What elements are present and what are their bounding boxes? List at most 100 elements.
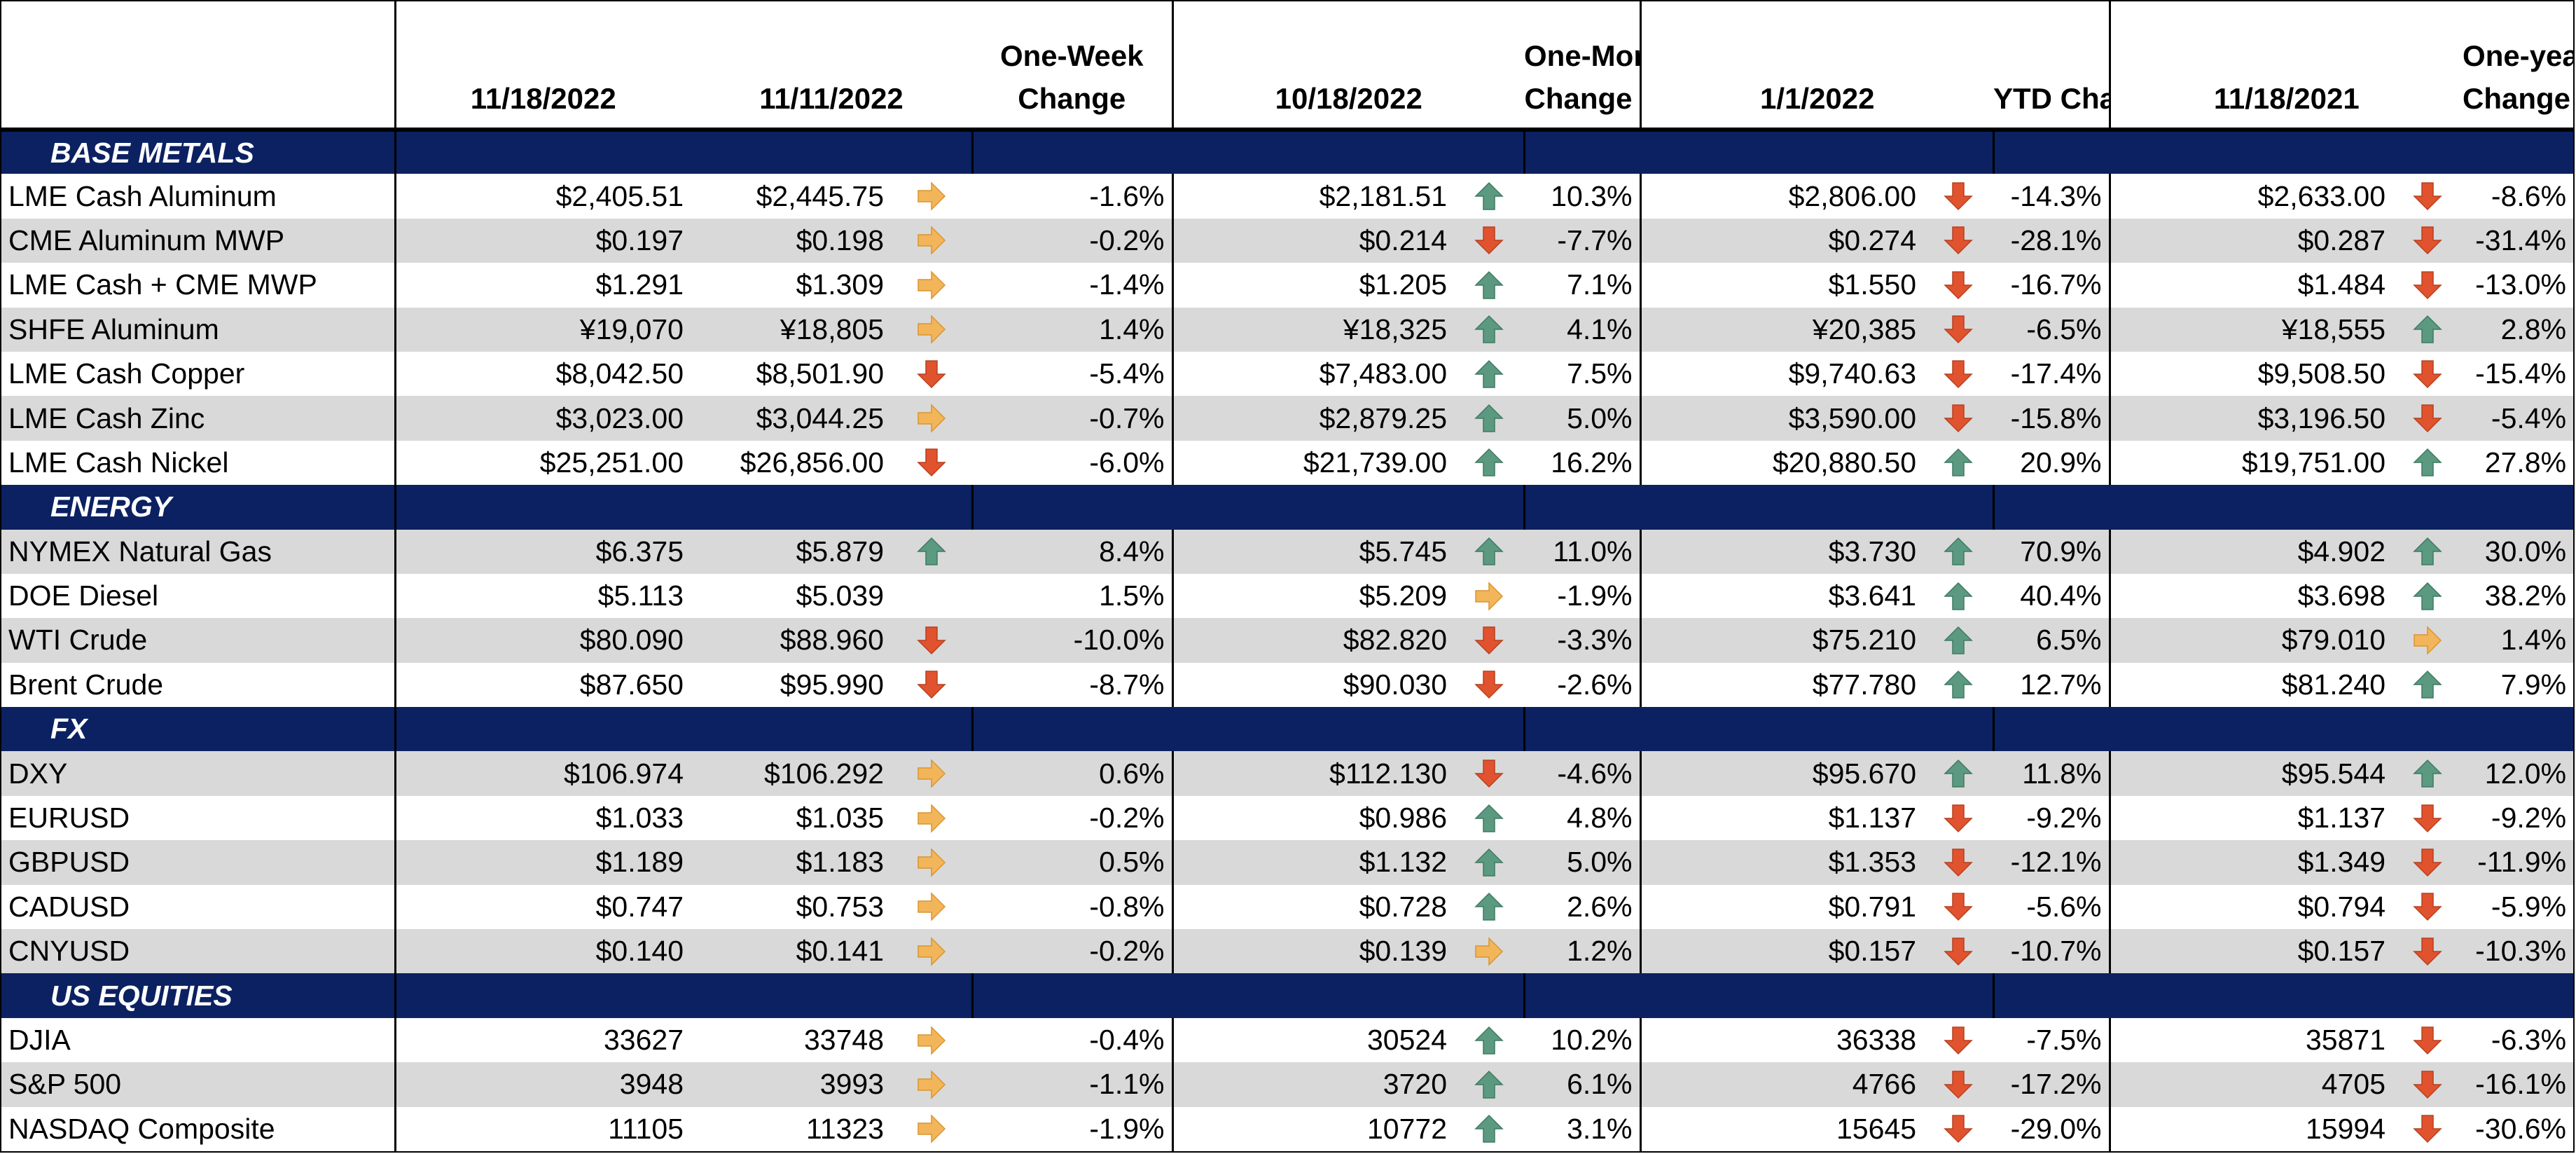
instrument-name: CNYUSD xyxy=(8,935,130,968)
instrument-name: DJIA xyxy=(8,1024,71,1056)
week-change-value: -0.2% xyxy=(1089,935,1165,968)
year-prev-value: $2,633.00 xyxy=(2108,174,2393,219)
current-value: 33627 xyxy=(394,1017,691,1063)
ytd-change-value: -6.5% xyxy=(2026,312,2102,345)
ytd-prev-value: $9,740.63 xyxy=(1639,351,1924,397)
table-row: LME Cash Copper $8,042.50 $8,501.90 -5.4% $7… xyxy=(1,351,2573,397)
table-row: NYMEX Natural Gas $6.375 $5.879 8.4% $5.745 1… xyxy=(1,529,2574,574)
arrow-down-icon xyxy=(1923,1062,1993,1106)
arrow-down-icon xyxy=(2393,885,2463,929)
arrow-down-icon xyxy=(2393,929,2463,973)
current-value: $106.974 xyxy=(394,751,691,796)
instrument-name: LME Cash Nickel xyxy=(8,446,229,479)
arrow-up-icon xyxy=(1923,618,1993,662)
arrow-down-icon xyxy=(2393,263,2463,307)
current-value: $80.090 xyxy=(394,618,691,663)
year-prev-value: $1.349 xyxy=(2108,840,2393,885)
ytd-change-value: 12.7% xyxy=(2020,668,2102,701)
month-prev-value: $2,181.51 xyxy=(1171,174,1455,219)
instrument-name: DXY xyxy=(8,757,68,790)
ytd-prev-value: $3.730 xyxy=(1639,529,1924,574)
arrow-right-icon xyxy=(891,219,972,263)
week-change-value: -0.4% xyxy=(1089,1024,1165,1056)
year-prev-value: $0.794 xyxy=(2108,884,2393,930)
arrow-right-icon xyxy=(2393,618,2463,662)
arrow-up-icon xyxy=(2393,751,2463,795)
year-change-value: -16.1% xyxy=(2475,1068,2567,1101)
section-fill xyxy=(971,485,1525,530)
current-value: $3,023.00 xyxy=(394,396,691,441)
week-prev-value: $3,044.25 xyxy=(756,401,884,434)
section-header-row: FX xyxy=(1,707,2574,752)
arrow-up-icon xyxy=(891,530,972,574)
week-prev-value: $0.141 xyxy=(796,935,884,968)
month-change-value: 10.3% xyxy=(1551,179,1633,212)
ytd-prev-value: $0.791 xyxy=(1639,884,1924,930)
ytd-change-value: -14.3% xyxy=(2010,179,2102,212)
week-change-value: -6.0% xyxy=(1089,446,1165,479)
arrow-up-icon xyxy=(1923,751,1993,795)
table-row: CME Aluminum MWP $0.197 $0.198 -0.2% $0.214 -… xyxy=(1,218,2574,263)
month-prev-value: $1.132 xyxy=(1171,840,1455,885)
week-change-value: -0.2% xyxy=(1089,224,1165,256)
header-year-change: One-yearChange xyxy=(2463,1,2573,130)
section-fill xyxy=(971,973,1525,1018)
week-change-value: -8.7% xyxy=(1089,668,1165,701)
year-prev-value: 35871 xyxy=(2108,1017,2393,1063)
arrow-up-icon xyxy=(1454,885,1524,929)
week-prev-value: $0.753 xyxy=(796,890,884,923)
arrow-down-icon xyxy=(1923,219,1993,263)
current-value: 3948 xyxy=(394,1062,691,1107)
month-prev-value: $5.745 xyxy=(1171,529,1455,574)
year-change-value: -6.3% xyxy=(2491,1024,2567,1056)
month-prev-value: $7,483.00 xyxy=(1171,351,1455,397)
instrument-name: WTI Crude xyxy=(8,624,148,657)
arrow-up-icon xyxy=(1454,840,1524,884)
year-change-value: 30.0% xyxy=(2484,535,2567,568)
year-change-value: -11.9% xyxy=(2477,846,2567,879)
week-prev-value: $88.960 xyxy=(780,624,884,657)
week-change-value: -0.2% xyxy=(1089,802,1165,834)
month-change-value: 7.5% xyxy=(1567,357,1633,390)
month-prev-value: $5.209 xyxy=(1171,573,1455,619)
table-row: GBPUSD $1.189 $1.183 0.5% $1.132 5.0% $1.353 -1… xyxy=(1,840,2574,885)
week-change-value: -1.4% xyxy=(1089,268,1165,301)
arrow-down-icon xyxy=(2393,219,2463,263)
section-title: BASE METALS xyxy=(50,136,254,169)
header-week-change: One-Week Change xyxy=(972,1,1172,130)
arrow-down-icon xyxy=(1923,796,1993,840)
arrow-right-icon xyxy=(1454,574,1524,618)
current-value: $0.197 xyxy=(394,218,691,263)
year-prev-value: 4705 xyxy=(2108,1062,2393,1107)
week-prev-value: $1.309 xyxy=(796,268,884,301)
current-value: $0.747 xyxy=(394,884,691,930)
current-value: 11105 xyxy=(394,1106,691,1151)
header-week-change-label: One-Week Change xyxy=(999,39,1144,116)
header-year-prev-date: 11/18/2021 xyxy=(2108,1,2463,130)
instrument-name: CME Aluminum MWP xyxy=(8,224,285,256)
week-change-value: 8.4% xyxy=(1099,535,1165,568)
ytd-change-value: -29.0% xyxy=(2010,1112,2102,1145)
table-row: CADUSD $0.747 $0.753 -0.8% $0.728 2.6% $0.791 -… xyxy=(1,884,2573,930)
arrow-up-icon xyxy=(2393,530,2463,574)
arrow-down-icon xyxy=(891,663,972,707)
instrument-name: CADUSD xyxy=(8,890,130,923)
month-prev-value: $1.205 xyxy=(1171,263,1455,308)
arrow-down-icon xyxy=(1923,174,1993,218)
year-prev-value: $1.484 xyxy=(2108,263,2393,308)
ytd-change-value: -12.1% xyxy=(2010,846,2102,879)
month-change-value: -3.3% xyxy=(1557,624,1633,657)
week-prev-value: $26,856.00 xyxy=(740,446,884,479)
month-prev-value: 10772 xyxy=(1171,1106,1455,1151)
section-header-row: BASE METALS xyxy=(1,130,2574,174)
year-prev-value: $95.544 xyxy=(2108,751,2393,796)
year-change-value: -13.0% xyxy=(2475,268,2567,301)
section-title: US EQUITIES xyxy=(50,979,233,1012)
week-prev-value: $1.183 xyxy=(796,846,884,879)
section-fill xyxy=(1992,130,2574,174)
ytd-prev-value: $1.137 xyxy=(1639,795,1924,841)
year-prev-value: $81.240 xyxy=(2108,662,2393,708)
arrow-right-icon xyxy=(891,263,972,307)
ytd-prev-value: $3.641 xyxy=(1639,573,1924,619)
week-change-value: -1.1% xyxy=(1089,1068,1165,1101)
